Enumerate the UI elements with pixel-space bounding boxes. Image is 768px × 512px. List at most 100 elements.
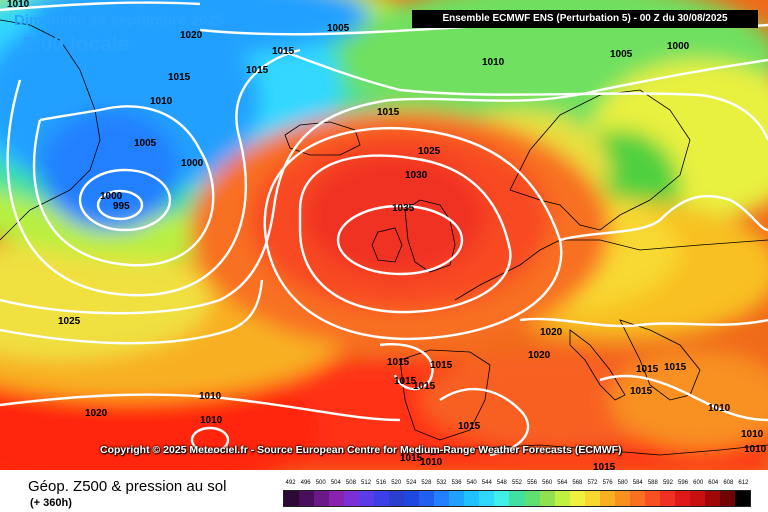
legend-swatch: [644, 491, 660, 506]
legend-tick-label: 580: [617, 480, 628, 486]
legend-tick-label: 492: [285, 480, 296, 486]
legend-swatch: [419, 491, 435, 506]
legend-tick-label: 600: [693, 480, 704, 486]
legend-tick-label: 504: [330, 480, 341, 486]
isobar-label: 1000: [667, 41, 690, 52]
legend-tick-label: 564: [557, 480, 568, 486]
iceland-coast: [284, 121, 361, 156]
africa-coast: [429, 444, 768, 456]
isobar: [6, 48, 301, 297]
time-title: 2:00 locale: [22, 33, 130, 56]
legend-swatch: [734, 491, 750, 506]
copyright-text: Copyright © 2025 Meteociel.fr - Source E…: [100, 444, 622, 456]
legend-tick-label: 500: [315, 480, 326, 486]
legend-swatch: [509, 491, 525, 506]
field-label: Géop. Z500 & pression au sol: [28, 478, 227, 495]
legend-swatch: [389, 491, 405, 506]
isobar-label: 1015: [413, 381, 436, 392]
legend-tick-label: 540: [466, 480, 477, 486]
legend-swatch: [479, 491, 495, 506]
forecast-map: 1010 1005 1020 1015 1015 1015 1010 1005 …: [0, 0, 768, 470]
isobar-label: 1015: [630, 386, 653, 397]
legend-swatch: [599, 491, 615, 506]
uk-coast: [404, 199, 456, 273]
legend-tick-label: 608: [723, 480, 734, 486]
isobar-label: 1015: [377, 107, 400, 118]
legend-swatch: [569, 491, 585, 506]
isobar-labels: 1010 1005 1020 1015 1015 1015 1010 1005 …: [7, 0, 767, 470]
isobar: [96, 189, 144, 221]
isobar-label: 1015: [458, 421, 481, 432]
isobar: [0, 58, 768, 315]
legend-tick-label: 520: [391, 480, 402, 486]
legend-swatch: [659, 491, 675, 506]
isobar: [78, 168, 172, 232]
coastlines: [0, 19, 768, 456]
isobar: [599, 374, 768, 422]
legend-swatch: [449, 491, 465, 506]
isobar-label: 1010: [708, 403, 731, 414]
legend-swatch: [434, 491, 450, 506]
legend-tick-label: 588: [647, 480, 658, 486]
isobar-label: 1015: [387, 357, 410, 368]
isobar-label: 1015: [394, 376, 417, 387]
legend-swatch: [404, 491, 420, 506]
isobar: [190, 426, 230, 454]
legend-tick-label: 524: [406, 480, 417, 486]
legend-tick-label: 528: [421, 480, 432, 486]
isobar-label: 1030: [405, 170, 428, 181]
legend-tick-label: 516: [376, 480, 387, 486]
legend-swatch: [284, 491, 300, 506]
isobar-label: 1015: [430, 360, 453, 371]
isobar: [0, 279, 264, 345]
legend-tick-label: 552: [511, 480, 522, 486]
isobar: [379, 343, 434, 391]
legend-swatch: [704, 491, 720, 506]
legend-area: Géop. Z500 & pression au sol (+ 360h) 49…: [0, 470, 768, 512]
isobar-label: 1015: [168, 72, 191, 83]
legend-tick-label: 544: [481, 480, 492, 486]
isobar-label: 1015: [664, 362, 687, 373]
color-scale-legend: 492 496 500 504 508 512 516 520 524 528 532 536 540 5…: [283, 480, 751, 507]
legend-swatch: [314, 491, 330, 506]
legend-swatch: [629, 491, 645, 506]
legend-tick-label: 556: [527, 480, 538, 486]
isobar-label: 1000: [181, 158, 204, 169]
legend-tick-label: 536: [451, 480, 462, 486]
run-info-box: Ensemble ECMWF ENS (Perturbation 5) - 00…: [412, 10, 758, 28]
isobar: [279, 48, 768, 141]
lead-time-label: (+ 360h): [30, 497, 72, 509]
legend-swatch: [524, 491, 540, 506]
legend-swatch: [329, 491, 345, 506]
legend-swatch: [344, 491, 360, 506]
legend-tick-label: 612: [738, 480, 749, 486]
scandinavia-coast: [509, 89, 691, 231]
legend-swatch: [494, 491, 510, 506]
legend-swatch: [614, 491, 630, 506]
isobar-label: 1005: [610, 49, 633, 60]
legend-color-bar: [283, 490, 751, 507]
legend-tick-labels: 492 496 500 504 508 512 516 520 524 528 532 536 540 5…: [283, 480, 751, 490]
isobar-label: 1010: [7, 0, 30, 10]
legend-swatch: [584, 491, 600, 506]
legend-tick-label: 560: [542, 480, 553, 486]
legend-swatch: [539, 491, 555, 506]
legend-tick-label: 512: [361, 480, 372, 486]
isobar-label: 1020: [540, 327, 563, 338]
isobar-label: 1010: [744, 444, 767, 455]
legend-swatch: [464, 491, 480, 506]
isobar: [519, 317, 768, 328]
legend-tick-label: 568: [572, 480, 583, 486]
legend-tick-label: 584: [632, 480, 643, 486]
isobar: [0, 1, 201, 12]
isobar-label: 1010: [420, 457, 443, 468]
isobar-label: 1010: [150, 96, 173, 107]
isobar-label: 1015: [400, 453, 423, 464]
isobar-label: 1010: [482, 57, 505, 68]
isobar-label: 1020: [180, 30, 203, 41]
isobar: [298, 154, 512, 314]
isobar-label: 1000: [100, 191, 123, 202]
isobar-label: 1005: [327, 23, 350, 34]
isobar-label: 995: [113, 201, 130, 212]
